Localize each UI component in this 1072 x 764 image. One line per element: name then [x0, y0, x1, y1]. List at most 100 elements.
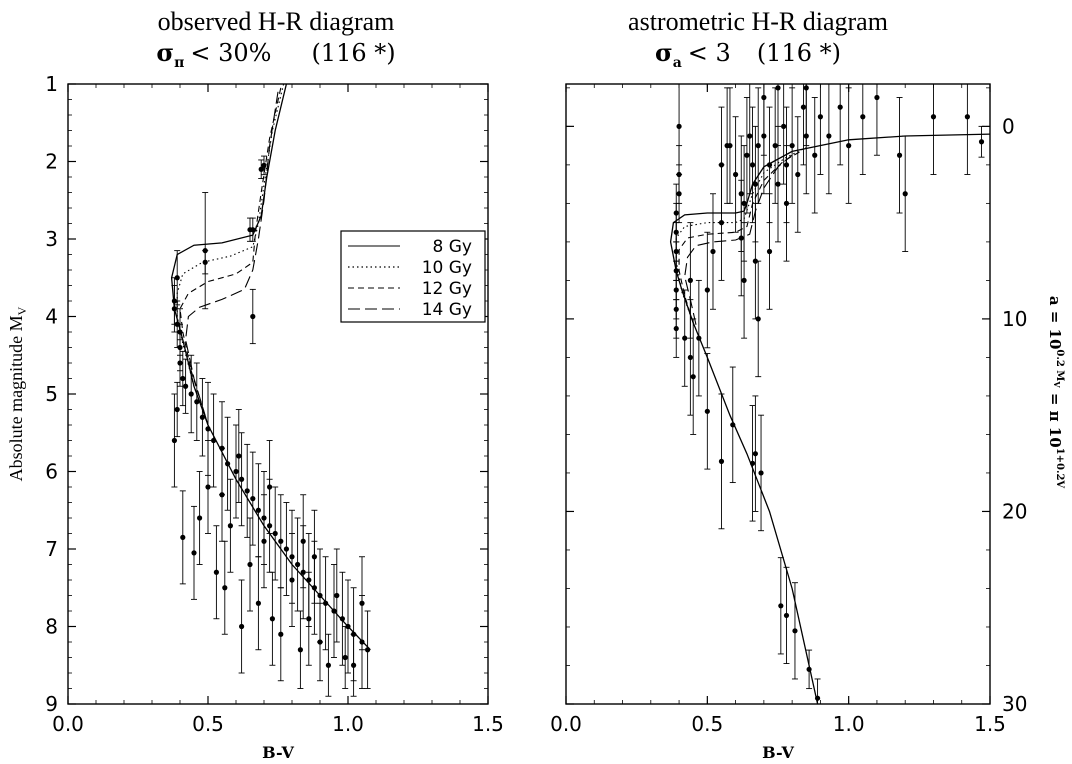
star-point: [752, 451, 758, 457]
star-point: [846, 143, 852, 149]
left-star-64: [333, 548, 340, 643]
left-stars: [171, 155, 371, 697]
y-tick-label: 9: [45, 692, 58, 716]
star-point: [766, 162, 773, 168]
star-point: [250, 313, 256, 320]
star-point: [673, 210, 679, 216]
star-point: [817, 114, 824, 120]
star-point: [752, 181, 758, 187]
left-star-24: [238, 432, 245, 527]
left-x-axis: 0.0 0.5 1.0 1.5: [52, 84, 504, 736]
left-star-18: [199, 378, 206, 457]
star-point: [331, 608, 337, 614]
star-point: [741, 277, 747, 283]
star-point: [747, 133, 753, 139]
right-star-2: [791, 582, 798, 680]
star-point: [783, 612, 790, 619]
right-isochrone-14gy: [684, 154, 793, 325]
left-star-26: [249, 451, 256, 546]
right-star-64: [738, 179, 745, 297]
star-point: [183, 383, 189, 389]
left-star-16: [188, 354, 195, 434]
right-star-52: [837, 83, 844, 166]
y-tick-label: 2: [45, 150, 58, 174]
y-tick-label: 6: [45, 460, 58, 484]
star-point: [180, 534, 186, 540]
right-star-55: [873, 83, 880, 156]
right-y-axis-label: a = 100.2 MV = π 101+0.2V: [1046, 296, 1065, 489]
star-point: [930, 114, 937, 120]
star-point: [758, 470, 764, 476]
star-point: [244, 488, 250, 494]
left-star-22: [224, 416, 231, 511]
left-star-15: [174, 381, 181, 438]
right-title: astrometric H-R diagram: [628, 7, 888, 36]
left-isochrone-12gy: [179, 87, 282, 426]
right-star-46: [794, 116, 801, 233]
right-star-29: [718, 106, 725, 224]
y-tick-label: 4: [45, 305, 58, 329]
y-tick-label: 8: [45, 615, 58, 639]
right-star-47: [800, 83, 807, 166]
star-point: [334, 592, 340, 599]
right-star-31: [732, 116, 739, 233]
left-star-53: [238, 579, 245, 674]
star-point: [687, 277, 693, 283]
x-tick-label: 1.5: [472, 712, 504, 736]
right-star-12: [681, 289, 688, 387]
y-tick-label: 0: [1002, 114, 1015, 138]
right-y-axis-label-sup1-sub: V: [1052, 380, 1062, 388]
star-point: [744, 152, 750, 158]
right-star-60: [978, 125, 985, 158]
star-point: [177, 360, 183, 366]
left-plot: 1 2 3 4 5 6 7 8 9 0.0 0.5 1.0 1.5 8 Gy 10 Gy 12 Gy …: [6, 72, 504, 762]
left-subtitle-subscript: π: [174, 55, 184, 71]
left-star-63: [325, 633, 332, 697]
left-star-49: [205, 440, 211, 534]
star-point: [297, 647, 303, 653]
left-star-62: [317, 602, 323, 682]
star-point: [761, 94, 767, 101]
right-star-67: [741, 222, 748, 339]
y-tick-label: 5: [45, 382, 58, 406]
left-star-56: [261, 494, 267, 589]
star-point: [202, 259, 208, 265]
legend-label-10gy: 10 Gy: [422, 258, 472, 278]
right-y-axis-label-sup1: 0.2 M: [1054, 349, 1065, 381]
star-point: [269, 616, 275, 622]
right-plot-frame: [565, 83, 991, 705]
star-point: [727, 143, 733, 149]
star-point: [806, 666, 812, 672]
star-point: [696, 335, 702, 341]
right-isochrones: [669, 133, 991, 705]
left-isochrone-10gy: [176, 83, 285, 426]
left-star-51: [221, 540, 228, 635]
star-point: [730, 422, 736, 428]
right-star-51: [825, 83, 832, 195]
y-tick-label: 20: [1002, 499, 1027, 523]
right-isochrone-8gy: [669, 133, 991, 705]
star-point: [174, 406, 180, 413]
left-star-39: [322, 556, 329, 651]
star-point: [323, 600, 329, 606]
right-star-25: [687, 222, 694, 339]
star-point: [826, 133, 832, 139]
right-star-61: [760, 83, 767, 156]
star-point: [351, 662, 357, 668]
right-star-53: [845, 87, 852, 204]
left-star-71: [235, 409, 242, 503]
left-subtitle-count: (116 *): [311, 39, 395, 67]
left-star-45: [364, 610, 371, 689]
right-star-1: [806, 649, 813, 690]
y-tick-label: 1: [45, 72, 58, 96]
right-star-4: [777, 557, 784, 655]
right-subtitle-subscript: a: [673, 55, 682, 71]
right-star-3: [783, 566, 790, 665]
star-point: [814, 695, 821, 701]
star-point: [766, 248, 773, 255]
left-star-5: [202, 250, 209, 275]
left-x-axis-label: B-V: [262, 743, 294, 762]
left-star-31: [277, 494, 284, 589]
right-y-axis-label-mid: = π 10: [1046, 388, 1064, 448]
